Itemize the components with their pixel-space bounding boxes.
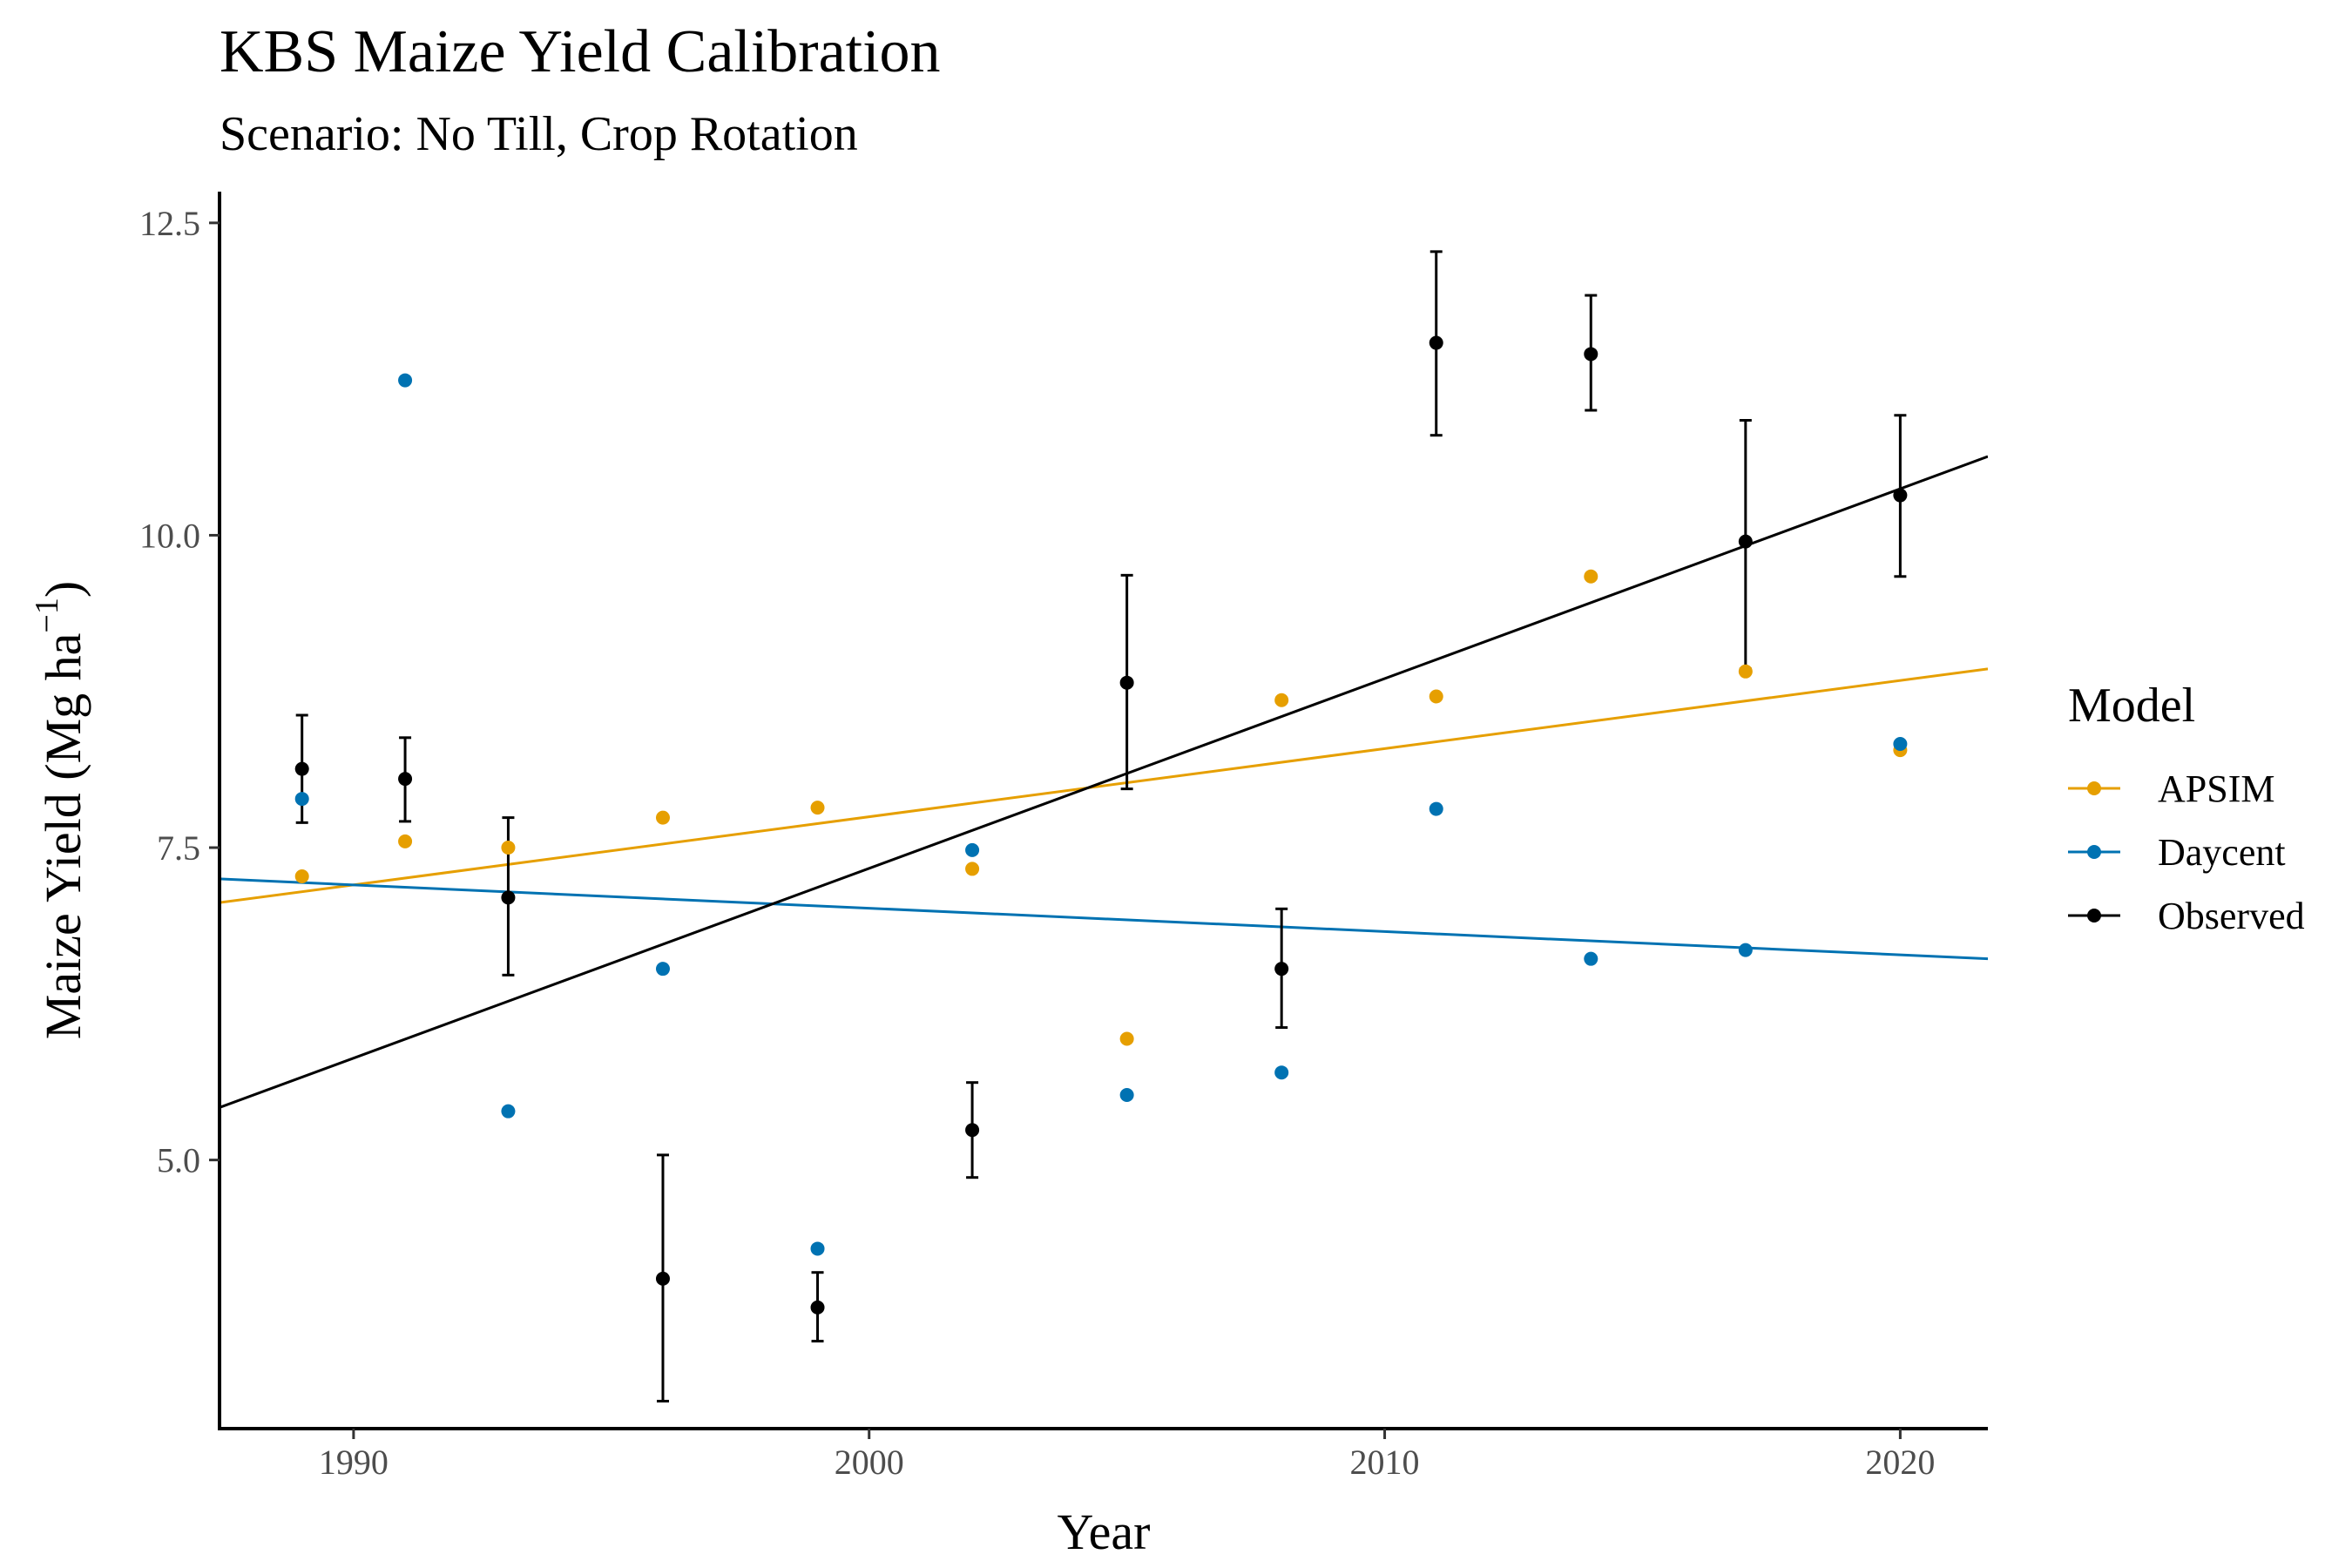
- legend: APSIM Daycent Observed: [2068, 767, 2305, 937]
- chart-subtitle: Scenario: No Till, Crop Rotation: [220, 107, 858, 161]
- x-tick-label: 2010: [1350, 1443, 1420, 1482]
- observed-point: [655, 1271, 670, 1286]
- apsim-point: [398, 834, 413, 848]
- observed-point: [1429, 335, 1443, 350]
- observed-point: [398, 772, 413, 787]
- apsim-point: [655, 810, 670, 825]
- observed-point: [294, 761, 309, 776]
- daycent-trend-line: [220, 877, 1988, 961]
- daycent-point: [1429, 801, 1443, 816]
- x-tick-label: 2020: [1865, 1443, 1935, 1482]
- apsim-point: [501, 841, 516, 855]
- daycent-point: [398, 373, 413, 388]
- apsim-point: [294, 869, 309, 884]
- observed-point: [1274, 962, 1289, 977]
- apsim-point: [810, 801, 825, 815]
- daycent-point: [655, 962, 670, 977]
- y-tick-label: 5.0: [157, 1141, 200, 1180]
- legend-label-observed: Observed: [2158, 895, 2305, 937]
- apsim-point: [1738, 664, 1753, 679]
- daycent-point: [294, 792, 309, 807]
- y-axis-title: Maize Yield (Mg ha−1): [29, 581, 91, 1039]
- observed-point: [1893, 488, 1908, 503]
- apsim-point: [1119, 1031, 1134, 1046]
- daycent-point: [1893, 736, 1908, 751]
- daycent-point: [1274, 1065, 1289, 1080]
- legend-key-point-apsim: [2087, 781, 2101, 795]
- apsim-point: [965, 862, 980, 876]
- axis-ticks: 1990 2000 2010 2020 5.0 7.5 10.0 12.5: [139, 204, 1935, 1482]
- daycent-point: [1738, 943, 1753, 957]
- legend-label-daycent: Daycent: [2158, 831, 2286, 874]
- observed-point: [1738, 534, 1753, 549]
- apsim-point: [1584, 569, 1598, 584]
- x-axis-title: Year: [1058, 1504, 1151, 1560]
- legend-title: Model: [2068, 679, 2195, 733]
- chart-title: KBS Maize Yield Calibration: [220, 18, 941, 85]
- daycent-point: [1119, 1088, 1134, 1103]
- daycent-point: [965, 842, 980, 857]
- apsim-point: [1274, 693, 1289, 707]
- observed-point: [1584, 347, 1598, 362]
- x-tick-label: 1990: [319, 1443, 389, 1482]
- daycent-point: [1584, 951, 1598, 966]
- observed-point: [965, 1123, 980, 1138]
- apsim-point: [1429, 689, 1443, 704]
- legend-label-apsim: APSIM: [2158, 767, 2275, 810]
- legend-key-point-daycent: [2087, 845, 2101, 859]
- x-tick-label: 2000: [835, 1443, 904, 1482]
- observed-trend-line: [220, 455, 1988, 1109]
- daycent-point: [501, 1104, 516, 1119]
- y-tick-label: 7.5: [157, 828, 200, 868]
- y-axis-title-main: Maize Yield (Mg ha: [35, 633, 91, 1040]
- y-tick-label: 12.5: [139, 204, 200, 243]
- y-tick-label: 10.0: [139, 516, 200, 555]
- observed-point: [501, 890, 516, 905]
- y-axis-title-close: ): [35, 581, 91, 598]
- daycent-point: [810, 1241, 825, 1256]
- observed-point: [1119, 675, 1134, 690]
- plot-area: [220, 250, 1988, 1402]
- trend-lines: [220, 455, 1988, 1109]
- observed-point: [810, 1300, 825, 1315]
- apsim-trend-line: [220, 667, 1988, 904]
- y-axis-title-superscript: −1: [29, 598, 65, 632]
- legend-key-point-observed: [2087, 909, 2101, 923]
